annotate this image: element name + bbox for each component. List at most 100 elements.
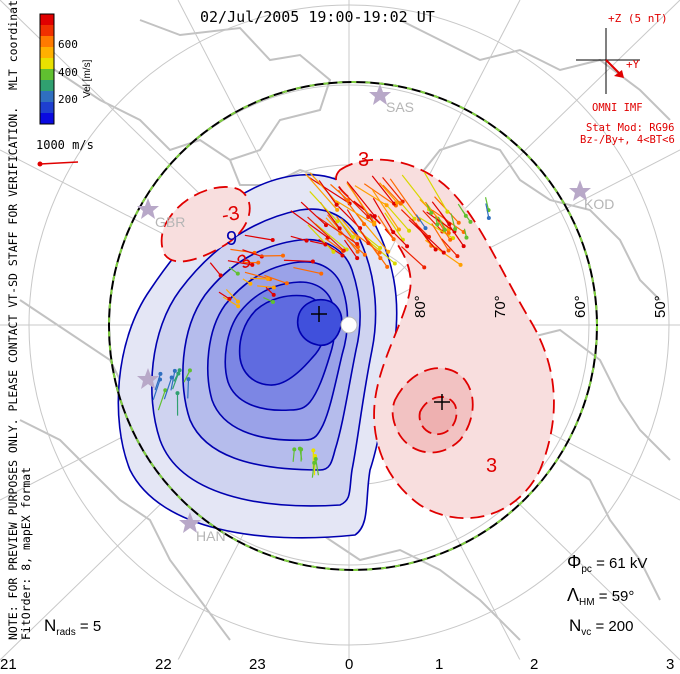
lambda-hm-value: = 59° bbox=[598, 588, 635, 605]
colorbar-segment bbox=[40, 102, 54, 114]
velocity-vector-origin bbox=[334, 202, 339, 207]
velocity-vector-origin bbox=[456, 220, 461, 225]
velocity-vector-origin bbox=[458, 262, 463, 267]
velocity-vector-origin bbox=[335, 219, 340, 224]
velocity-vector-origin bbox=[398, 201, 403, 206]
velocity-vector bbox=[307, 224, 334, 253]
imf-clock-icon bbox=[576, 28, 640, 94]
velocity-vector-origin bbox=[304, 238, 309, 243]
velocity-vector-origin bbox=[378, 256, 383, 261]
latitude-label: 60° bbox=[572, 295, 589, 318]
map-title: 02/Jul/2005 19:00-19:02 UT bbox=[200, 8, 435, 26]
velocity-vector bbox=[170, 370, 176, 391]
negative-potential-cell bbox=[117, 173, 398, 539]
pole-marker bbox=[340, 316, 358, 334]
mlt-tick-3: 3 bbox=[666, 656, 675, 673]
velocity-vector-origin bbox=[433, 247, 438, 252]
velocity-vector-origin bbox=[423, 226, 428, 231]
velocity-vector-origin bbox=[446, 230, 451, 235]
colorbar-segment bbox=[40, 58, 54, 70]
velocity-vector-origin bbox=[366, 241, 371, 246]
velocity-vector-origin bbox=[391, 237, 396, 242]
velocity-vector bbox=[227, 260, 253, 266]
velocity-vector-origin bbox=[407, 228, 412, 233]
colorbar-segment bbox=[40, 113, 54, 125]
velocity-vector bbox=[382, 177, 404, 203]
velocity-vector bbox=[330, 183, 349, 201]
velocity-vector bbox=[346, 209, 369, 244]
velocity-vector-origin bbox=[355, 245, 360, 250]
velocity-vector bbox=[400, 209, 430, 238]
velocity-vector bbox=[484, 197, 490, 211]
velocity-vector-origin bbox=[158, 371, 163, 376]
velocity-vector-origin bbox=[396, 227, 401, 232]
contour-label: 3 bbox=[486, 455, 497, 477]
velocity-vector-origin bbox=[355, 236, 360, 241]
mlt-tick-22: 22 bbox=[155, 656, 172, 673]
contour-label: -3 bbox=[220, 202, 241, 227]
velocity-vector-origin bbox=[455, 254, 460, 259]
velocity-vector bbox=[415, 214, 426, 229]
velocity-vector-origin bbox=[186, 377, 191, 382]
imf-y-label: +Y bbox=[626, 58, 640, 71]
radar-site-labels: SAS KOD GBR HAN bbox=[155, 99, 614, 544]
velocity-vector-origin bbox=[311, 448, 316, 453]
velocity-vector bbox=[408, 219, 445, 254]
radar-site-label: GBR bbox=[155, 214, 185, 230]
lambda-hm-stat: ΛHM = 59° bbox=[567, 585, 635, 608]
preview-note: NOTE: FOR PREVIEW PURPOSES ONLY. PLEASE … bbox=[6, 106, 20, 640]
velocity-vector-origin bbox=[362, 252, 367, 257]
velocity-vector bbox=[292, 449, 295, 462]
potential-max-marker bbox=[434, 394, 450, 410]
velocity-vector bbox=[461, 210, 471, 223]
velocity-vector bbox=[244, 271, 271, 280]
velocity-vector-origin bbox=[235, 271, 240, 276]
velocity-vector-origin bbox=[405, 244, 410, 249]
velocity-vector bbox=[324, 237, 344, 252]
velocity-vector bbox=[384, 212, 404, 241]
latitude-label: 80° bbox=[412, 295, 429, 318]
velocity-vector-origin bbox=[313, 456, 318, 461]
colorbar-tick: 200 bbox=[58, 93, 78, 106]
velocity-vector bbox=[377, 215, 395, 240]
colorbar-tick: 400 bbox=[58, 66, 78, 79]
velocity-vector-origin bbox=[292, 447, 297, 452]
velocity-vector bbox=[157, 390, 166, 411]
velocity-vector bbox=[371, 175, 395, 205]
velocity-vector bbox=[338, 219, 354, 238]
potential-min-marker bbox=[311, 306, 327, 322]
latitude-labels: 80° 70° 60° 50° bbox=[412, 295, 669, 318]
velocity-vector-origin bbox=[377, 250, 382, 255]
velocity-vector bbox=[340, 218, 359, 239]
velocity-vector bbox=[423, 171, 448, 213]
radar-site-label: HAN bbox=[196, 528, 226, 544]
velocity-vector bbox=[372, 197, 394, 233]
stat-model: Stat Mod: RG96 bbox=[586, 122, 675, 134]
n-rads-stat: Nrads = 5 bbox=[44, 616, 102, 638]
phi-pc-value: = 61 kV bbox=[596, 555, 648, 572]
velocity-vector-origin bbox=[340, 253, 345, 258]
latitude-label: 70° bbox=[492, 295, 509, 318]
velocity-vector-origin bbox=[372, 222, 377, 227]
vector-scale-arrow bbox=[37, 161, 79, 167]
velocity-vector-origin bbox=[422, 265, 427, 270]
colorbar-label: Vel [m/s] bbox=[82, 59, 93, 98]
mlt-coordinates-label: MLT coordinates bbox=[6, 0, 20, 90]
velocity-vector bbox=[389, 178, 420, 221]
n-rads-value: = 5 bbox=[79, 618, 102, 635]
velocity-vector-origin bbox=[323, 242, 328, 247]
velocity-vector-origin bbox=[163, 388, 168, 393]
velocity-vector-origin bbox=[271, 285, 276, 290]
velocity-vector-origin bbox=[445, 209, 450, 214]
velocity-vector bbox=[264, 274, 288, 284]
velocity-vector-origin bbox=[341, 248, 346, 253]
velocity-colorbar bbox=[39, 13, 55, 125]
mlt-tick-2: 2 bbox=[530, 656, 539, 673]
velocity-vector-origin bbox=[158, 377, 163, 382]
velocity-vector-origin bbox=[385, 264, 390, 269]
velocity-vector bbox=[335, 200, 375, 225]
velocity-vector-origin bbox=[391, 230, 396, 235]
velocity-vector-origin bbox=[323, 223, 328, 228]
colorbar-segment bbox=[40, 91, 54, 103]
